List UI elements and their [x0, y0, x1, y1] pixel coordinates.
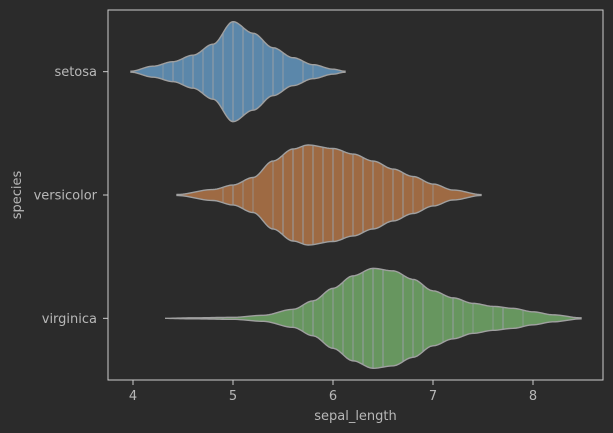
x-tick-label-4: 4: [129, 389, 137, 404]
y-tick-label-virginica: virginica: [42, 312, 97, 327]
x-axis-ticks: 4 5 6 7 8: [129, 380, 537, 404]
x-tick-label-8: 8: [529, 389, 537, 404]
x-axis-label: sepal_length: [314, 409, 397, 424]
violin-versicolor: [176, 144, 482, 246]
y-axis-label: species: [10, 171, 25, 220]
y-axis-ticks: setosa versicolor virginica: [34, 65, 108, 327]
violins: [130, 20, 582, 370]
violin-setosa: [130, 20, 346, 123]
y-tick-label-versicolor: versicolor: [34, 189, 98, 204]
x-tick-label-7: 7: [429, 389, 437, 404]
violin-virginica: [164, 267, 582, 370]
x-tick-label-5: 5: [229, 389, 237, 404]
violin-body-versicolor: [176, 144, 482, 246]
y-tick-label-setosa: setosa: [54, 65, 97, 80]
x-tick-label-6: 6: [329, 389, 337, 404]
